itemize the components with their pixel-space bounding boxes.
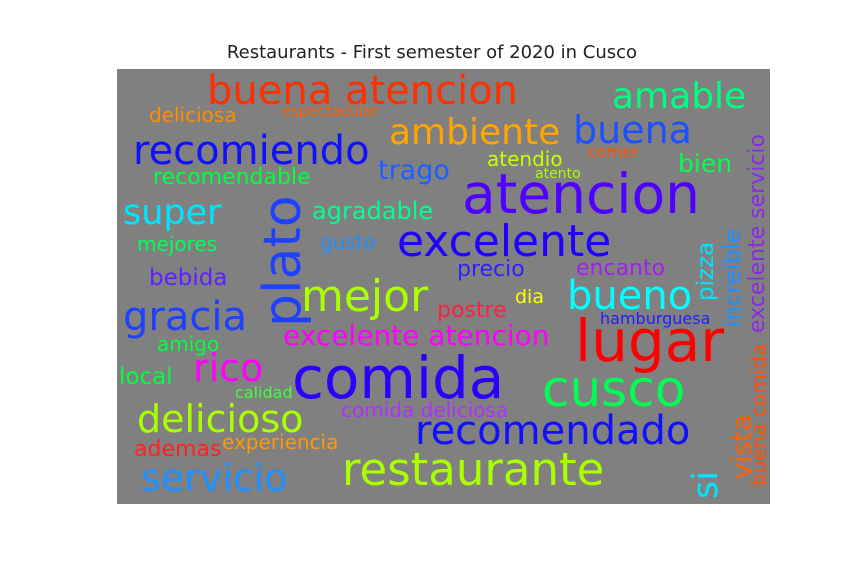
cloud-word: deliciosa: [149, 103, 237, 127]
cloud-word: servicio: [141, 456, 288, 500]
cloud-word: espectacular: [282, 102, 379, 120]
cloud-word: calidad: [235, 383, 293, 402]
cloud-word: atencion: [462, 162, 700, 226]
cloud-word: amigo: [157, 332, 220, 356]
cloud-word: postre: [437, 298, 507, 323]
cloud-word: si: [686, 471, 726, 499]
cloud-word: increible: [720, 228, 746, 327]
cloud-word: recomiendo: [133, 128, 370, 174]
cloud-word: comer: [588, 142, 639, 161]
cloud-word: encanto: [576, 256, 666, 281]
cloud-word: experiencia: [222, 430, 339, 454]
cloud-word: ademas: [134, 437, 222, 462]
cloud-word: recomendado: [415, 408, 691, 454]
cloud-word: local: [119, 364, 173, 390]
cloud-word: excelente atencion: [283, 319, 550, 352]
cloud-word: precio: [457, 257, 525, 282]
cloud-word: comida deliciosa: [341, 398, 509, 422]
cloud-word: excelente: [397, 216, 612, 267]
cloud-word: buena atencion: [207, 69, 519, 114]
word-cloud: buena atencion amable deliciosa espectacula…: [117, 69, 770, 504]
cloud-word: trago: [378, 155, 450, 186]
cloud-word: dia: [515, 286, 544, 308]
cloud-word: agradable: [312, 197, 434, 225]
cloud-word: comida: [292, 344, 505, 412]
cloud-word: pizza: [693, 241, 719, 301]
cloud-word: cusco: [542, 360, 686, 418]
cloud-word: mejor: [301, 271, 429, 322]
cloud-word: atendio: [487, 147, 563, 171]
cloud-word: bien: [678, 149, 733, 178]
cloud-word: buena comida: [747, 343, 770, 486]
cloud-word: super: [123, 193, 222, 233]
cloud-word: amable: [612, 76, 747, 117]
cloud-word: restaurante: [342, 443, 605, 496]
cloud-word: mejores: [137, 232, 218, 256]
cloud-word: lugar: [575, 307, 725, 375]
cloud-word: rico: [193, 346, 264, 390]
cloud-word: hamburguesa: [600, 309, 711, 328]
cloud-word: gracia: [123, 294, 247, 340]
cloud-word: delicioso: [137, 397, 304, 441]
cloud-word: ambiente: [389, 112, 561, 153]
cloud-word: recomendable: [153, 165, 311, 190]
cloud-word: buena: [573, 108, 692, 152]
cloud-word: excelente servicio: [745, 134, 770, 333]
cloud-word: gusto: [320, 230, 376, 254]
cloud-word: bueno: [567, 273, 693, 319]
chart-title: Restaurants - First semester of 2020 in …: [226, 42, 638, 63]
cloud-word: bebida: [149, 265, 228, 291]
cloud-word: atento: [535, 166, 581, 182]
